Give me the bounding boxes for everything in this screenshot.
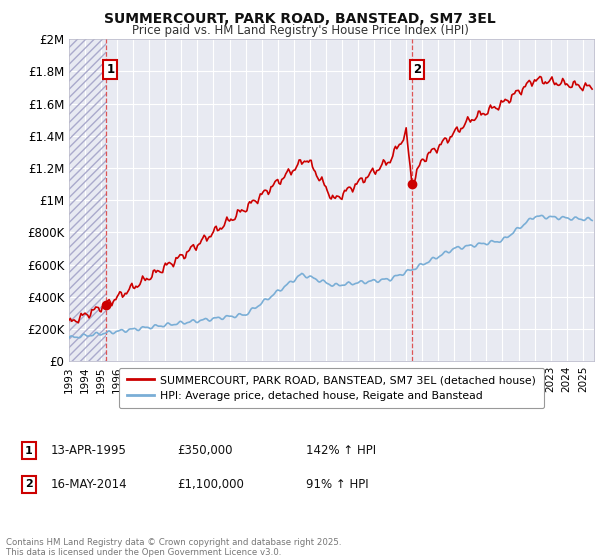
Text: SUMMERCOURT, PARK ROAD, BANSTEAD, SM7 3EL: SUMMERCOURT, PARK ROAD, BANSTEAD, SM7 3E… — [104, 12, 496, 26]
Text: 2: 2 — [413, 63, 421, 76]
Text: £1,100,000: £1,100,000 — [177, 478, 244, 491]
Text: 91% ↑ HPI: 91% ↑ HPI — [306, 478, 368, 491]
Text: 2: 2 — [25, 479, 32, 489]
Text: 16-MAY-2014: 16-MAY-2014 — [51, 478, 128, 491]
Text: 13-APR-1995: 13-APR-1995 — [51, 444, 127, 458]
Bar — [69, 39, 106, 361]
Text: 1: 1 — [25, 446, 32, 456]
Text: 142% ↑ HPI: 142% ↑ HPI — [306, 444, 376, 458]
Text: Contains HM Land Registry data © Crown copyright and database right 2025.
This d: Contains HM Land Registry data © Crown c… — [6, 538, 341, 557]
Legend: SUMMERCOURT, PARK ROAD, BANSTEAD, SM7 3EL (detached house), HPI: Average price, : SUMMERCOURT, PARK ROAD, BANSTEAD, SM7 3E… — [119, 367, 544, 408]
Text: £350,000: £350,000 — [177, 444, 233, 458]
Text: 1: 1 — [106, 63, 115, 76]
Text: Price paid vs. HM Land Registry's House Price Index (HPI): Price paid vs. HM Land Registry's House … — [131, 24, 469, 36]
